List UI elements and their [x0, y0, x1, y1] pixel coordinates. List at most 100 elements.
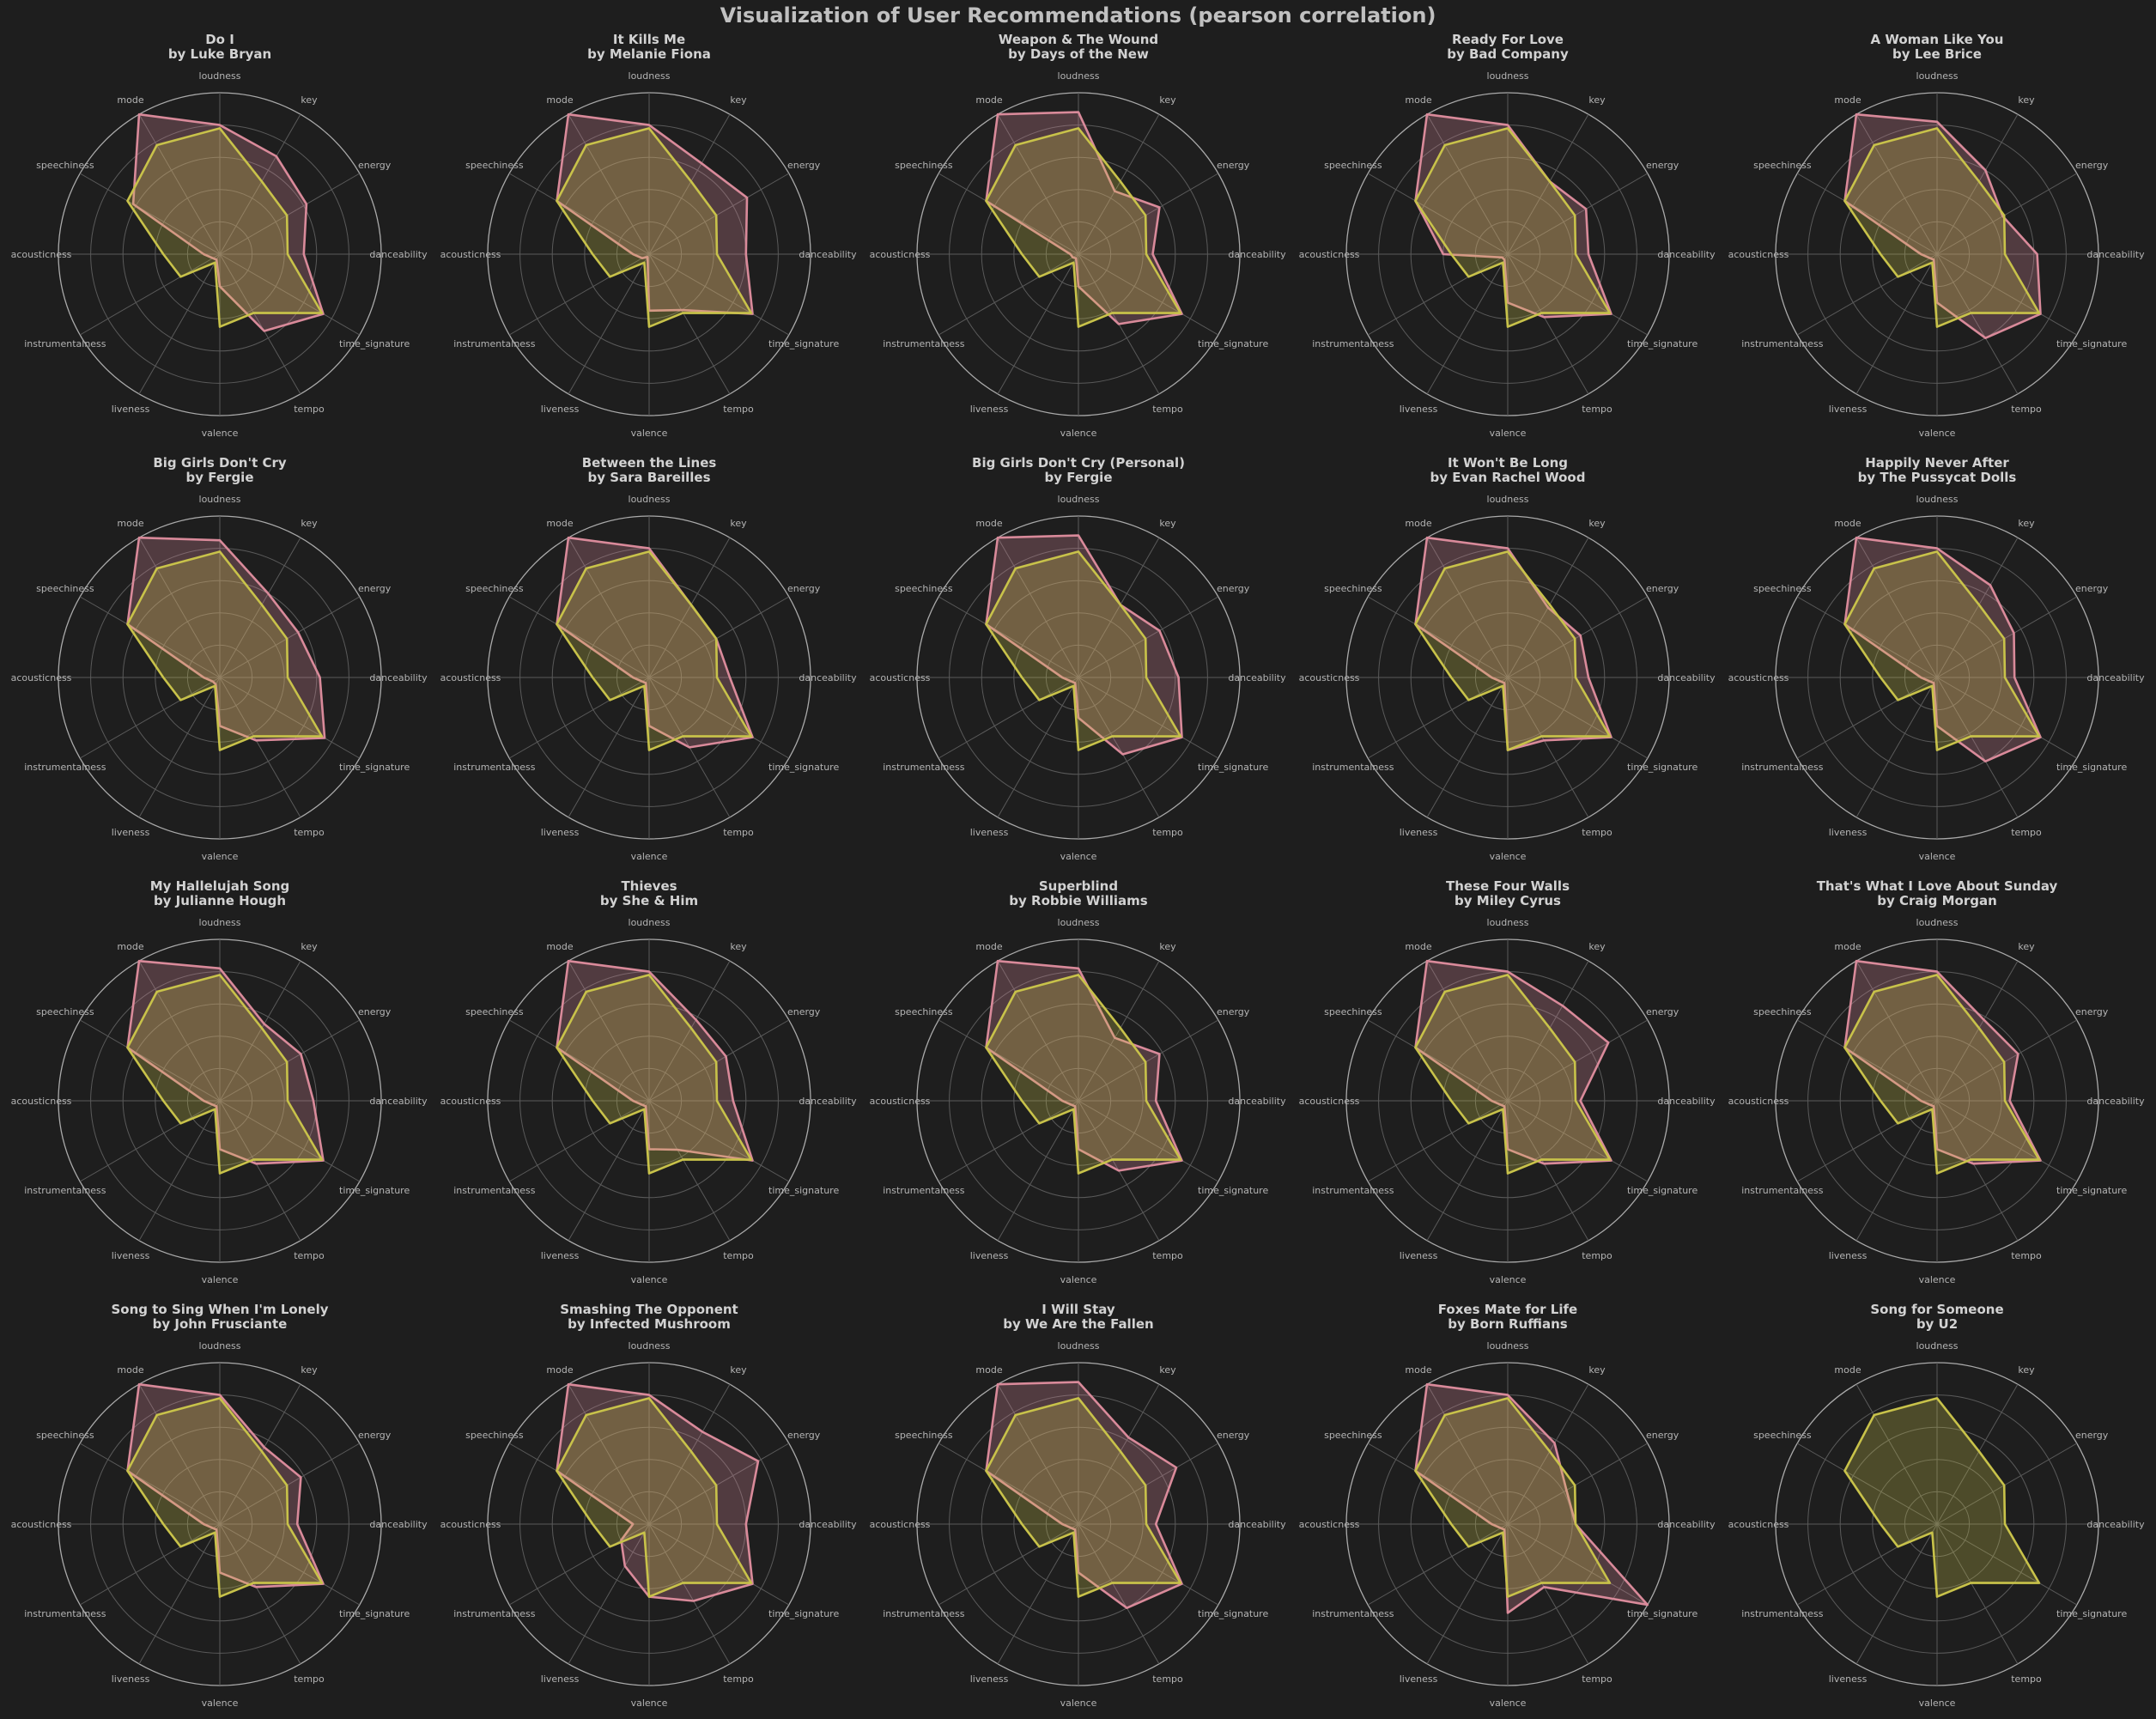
axis-label-liveness: liveness	[541, 1250, 580, 1261]
axis-label-speechiness: speechiness	[1324, 583, 1382, 594]
axis-label-speechiness: speechiness	[895, 1006, 953, 1017]
axis-label-instrumentalness: instrumentalness	[24, 1608, 106, 1619]
chart-title: Song for Someone	[1870, 1302, 2003, 1317]
spoke-line	[648, 1443, 790, 1525]
radar-chart: loudness key energy danceability time_signat…	[1299, 1302, 1716, 1709]
user-profile-polygon	[556, 550, 753, 751]
axis-label-instrumentalness: instrumentalness	[24, 1185, 106, 1196]
spoke-line	[1855, 537, 1938, 678]
chart-artist: by Bad Company	[1447, 46, 1569, 62]
axis-label-time_signature: time_signature	[1627, 1185, 1697, 1196]
spoke-line	[138, 960, 221, 1102]
spoke-line	[1855, 1100, 1938, 1242]
axis-label-liveness: liveness	[112, 1250, 150, 1261]
axis-label-mode: mode	[1834, 94, 1861, 106]
axis-label-tempo: tempo	[1152, 404, 1183, 415]
axis-label-time_signature: time_signature	[2056, 762, 2127, 773]
spoke-line	[1426, 677, 1509, 818]
spoke-line	[219, 1100, 301, 1242]
axis-label-danceability: danceability	[799, 672, 857, 683]
chart-title: Happily Never After	[1865, 455, 2009, 471]
spoke-line	[1507, 253, 1589, 395]
chart-title: A Woman Like You	[1871, 32, 2004, 47]
spoke-line	[938, 1523, 1079, 1606]
spoke-line	[1507, 960, 1589, 1102]
spoke-line	[79, 1100, 221, 1182]
axis-label-mode: mode	[1834, 518, 1861, 529]
user-profile-polygon	[985, 550, 1182, 751]
axis-label-liveness: liveness	[541, 404, 580, 415]
axis-label-instrumentalness: instrumentalness	[1312, 1608, 1394, 1619]
axis-label-key: key	[1159, 518, 1176, 529]
spoke-line	[79, 1019, 221, 1102]
spoke-line	[1507, 677, 1589, 818]
axis-label-speechiness: speechiness	[895, 1430, 953, 1441]
spoke-line	[938, 253, 1079, 336]
spoke-line	[1078, 596, 1219, 678]
spoke-line	[1078, 253, 1219, 336]
axis-label-liveness: liveness	[1400, 404, 1438, 415]
axis-label-acousticness: acousticness	[1299, 1519, 1360, 1530]
chart-title: That's What I Love About Sunday	[1817, 878, 2058, 894]
axis-label-valence: valence	[202, 428, 239, 439]
chart-artist: by Luke Bryan	[168, 46, 271, 62]
spoke-line	[1078, 1443, 1219, 1525]
user-profile-polygon	[126, 974, 324, 1175]
axis-label-loudness: loudness	[1058, 70, 1100, 82]
axis-label-acousticness: acousticness	[870, 1519, 931, 1530]
axis-label-loudness: loudness	[629, 917, 671, 928]
axis-label-time_signature: time_signature	[768, 762, 839, 773]
axis-label-key: key	[1159, 1364, 1176, 1376]
radar-chart: loudness key energy danceability time_signat…	[1728, 878, 2146, 1285]
user-profile-polygon	[556, 127, 753, 328]
spoke-line	[508, 1523, 650, 1606]
axis-label-energy: energy	[1646, 583, 1679, 594]
spoke-line	[1078, 1523, 1160, 1665]
axis-label-speechiness: speechiness	[1753, 583, 1812, 594]
axis-label-tempo: tempo	[1582, 827, 1612, 838]
spoke-line	[138, 113, 221, 255]
chart-artist: by John Frusciante	[153, 1316, 288, 1332]
axis-label-speechiness: speechiness	[1753, 1430, 1812, 1441]
axis-label-tempo: tempo	[294, 1250, 325, 1261]
spoke-line	[219, 1019, 361, 1102]
axis-label-key: key	[1588, 518, 1606, 529]
user-profile-polygon	[985, 127, 1182, 328]
axis-label-speechiness: speechiness	[1324, 1430, 1382, 1441]
chart-artist: by Fergie	[1045, 470, 1113, 485]
axis-label-acousticness: acousticness	[1728, 249, 1789, 260]
spoke-line	[79, 1523, 221, 1606]
spoke-line	[1507, 1100, 1589, 1242]
axis-label-valence: valence	[631, 1698, 668, 1709]
user-profile-polygon	[1414, 974, 1612, 1175]
chart-artist: by Craig Morgan	[1877, 893, 1997, 908]
spoke-line	[1426, 537, 1509, 678]
axis-label-valence: valence	[1490, 1274, 1527, 1285]
axis-label-key: key	[2018, 94, 2035, 106]
axis-label-loudness: loudness	[1058, 494, 1100, 505]
spoke-line	[1426, 1383, 1509, 1525]
axis-label-danceability: danceability	[1657, 1096, 1716, 1107]
spoke-line	[219, 1523, 361, 1606]
axis-label-time_signature: time_signature	[1198, 1608, 1268, 1619]
spoke-line	[1507, 677, 1649, 759]
chart-title: It Kills Me	[613, 32, 685, 47]
axis-label-acousticness: acousticness	[870, 1096, 931, 1107]
axis-label-liveness: liveness	[541, 1673, 580, 1685]
spoke-line	[219, 960, 301, 1102]
axis-label-loudness: loudness	[1487, 917, 1529, 928]
axis-label-time_signature: time_signature	[2056, 1185, 2127, 1196]
spoke-line	[219, 1100, 361, 1182]
spoke-line	[1796, 173, 1938, 255]
spoke-line	[1507, 1019, 1649, 1102]
spoke-line	[1507, 1383, 1589, 1525]
axis-label-valence: valence	[1919, 851, 1956, 862]
chart-title: Smashing The Opponent	[560, 1302, 738, 1317]
axis-label-tempo: tempo	[1582, 1673, 1612, 1685]
spoke-line	[79, 1443, 221, 1525]
axis-label-danceability: danceability	[1657, 672, 1716, 683]
axis-label-speechiness: speechiness	[1324, 1006, 1382, 1017]
axis-label-time_signature: time_signature	[339, 762, 410, 773]
spoke-line	[648, 173, 790, 255]
